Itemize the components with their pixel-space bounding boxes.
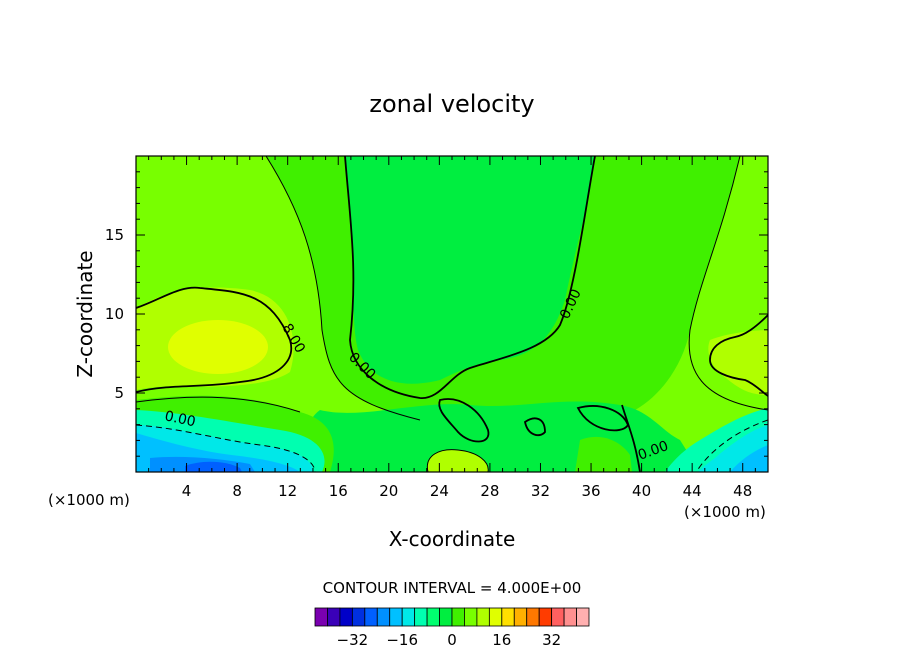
colorbar-swatch-14 xyxy=(488,607,503,627)
band-right-mid xyxy=(708,330,768,395)
x-tick-label-0: 4 xyxy=(182,482,192,500)
colorbar-swatch-5 xyxy=(376,607,391,627)
contour-lines xyxy=(136,156,768,472)
chart-title: zonal velocity xyxy=(369,90,534,118)
y-tick-label-1: 10 xyxy=(105,305,124,323)
colorbar-swatch-13 xyxy=(476,607,490,627)
colorbar-swatch-18 xyxy=(538,607,553,627)
band-bottom-right xyxy=(575,436,632,472)
colorbar-swatch-3 xyxy=(351,607,366,627)
x-tick-label-9: 40 xyxy=(632,482,651,500)
colorbar-swatch-10 xyxy=(439,607,453,627)
colorbar-tick-label-4: 32 xyxy=(542,631,561,649)
colorbar-swatch-19 xyxy=(551,607,565,627)
colorbar-swatch-6 xyxy=(389,607,403,627)
x-tick-label-6: 28 xyxy=(480,482,499,500)
x-tick-label-2: 12 xyxy=(278,482,297,500)
x-tick-label-5: 24 xyxy=(430,482,449,500)
colorbar-swatch-4 xyxy=(364,607,378,627)
contour-field: 8.00 0.00 0.00 0.00 0.00 xyxy=(136,156,768,472)
colorbar-swatch-17 xyxy=(526,607,540,627)
contour-right-mid xyxy=(709,314,768,397)
contour-zero-right xyxy=(621,404,641,472)
colorbar-swatch-12 xyxy=(464,607,478,627)
x-tick-label-10: 44 xyxy=(683,482,702,500)
band-right-neg-3 xyxy=(730,445,768,472)
contour-interval-text: CONTOUR INTERVAL = 4.000E+00 xyxy=(323,579,582,597)
contour-thin-1 xyxy=(265,156,421,421)
colorbar-swatch-0 xyxy=(314,607,328,627)
colorbar-swatch-21 xyxy=(576,607,590,627)
contour-8 xyxy=(136,286,293,393)
colorbar-swatch-20 xyxy=(563,607,577,627)
colorbar-swatch-15 xyxy=(501,607,515,627)
x-tick-label-1: 8 xyxy=(232,482,242,500)
colorbar: −32 −16 0 16 32 xyxy=(314,607,590,649)
y-tick-label-0: 5 xyxy=(114,384,124,402)
x-tick-label-3: 16 xyxy=(329,482,348,500)
colorbar-swatch-7 xyxy=(401,607,416,627)
colorbar-swatch-2 xyxy=(339,607,353,627)
contour-dash-1 xyxy=(136,424,316,472)
band-yellow-max xyxy=(168,320,268,374)
colorbar-swatch-11 xyxy=(451,607,465,627)
contour-loop-1 xyxy=(438,398,490,443)
x-tick-label-7: 32 xyxy=(531,482,550,500)
contour-zero-core xyxy=(344,156,596,399)
colorbar-tick-label-1: −16 xyxy=(386,631,418,649)
contour-label-4: 0.00 xyxy=(163,408,197,430)
colorbar-tick-label-2: 0 xyxy=(447,631,457,649)
x-tick-label-8: 36 xyxy=(581,482,600,500)
colorbar-swatch-1 xyxy=(327,607,341,627)
y-axis-label: Z-coordinate xyxy=(73,250,97,377)
band-bottom-yellow xyxy=(427,449,489,472)
x-units-right: (×1000 m) xyxy=(684,503,766,521)
x-axis-label: X-coordinate xyxy=(389,527,516,551)
colorbar-swatch-16 xyxy=(513,607,528,627)
colorbar-swatch-9 xyxy=(426,607,440,627)
contour-loop-3 xyxy=(576,405,630,432)
contour-thin-2 xyxy=(688,156,768,411)
colorbar-swatch-8 xyxy=(414,607,428,627)
y-tick-label-2: 15 xyxy=(105,226,124,244)
contour-bottom-mound xyxy=(426,449,489,472)
x-tick-label-4: 20 xyxy=(379,482,398,500)
colorbar-tick-label-3: 16 xyxy=(492,631,511,649)
x-units-left: (×1000 m) xyxy=(48,491,130,509)
contour-thin-3 xyxy=(136,396,301,413)
contour-loop-2 xyxy=(523,417,546,437)
x-tick-label-11: 48 xyxy=(733,482,752,500)
colorbar-tick-label-0: −32 xyxy=(337,631,369,649)
band-zero-core xyxy=(345,156,595,384)
